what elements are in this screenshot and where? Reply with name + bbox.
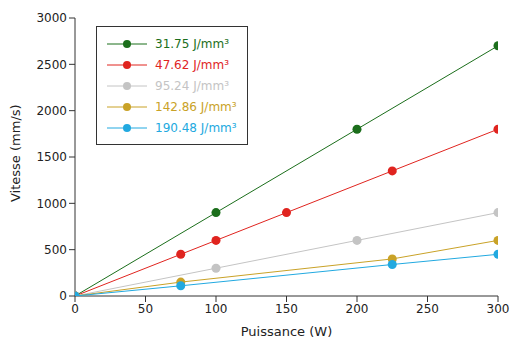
- html-text:95.24 J/mm³: 95.24 J/mm³: [155, 78, 229, 93]
- svg-text:200: 200: [346, 302, 369, 316]
- svg-text:2500: 2500: [36, 58, 67, 72]
- svg-text:0: 0: [59, 289, 67, 303]
- html-text:31.75 J/mm³: 31.75 J/mm³: [155, 36, 229, 51]
- svg-text:Puissance (W): Puissance (W): [241, 324, 333, 339]
- svg-text:50: 50: [138, 302, 153, 316]
- svg-text:300: 300: [487, 302, 510, 316]
- svg-text:0: 0: [71, 302, 79, 316]
- svg-text:Vitesse (mm/s): Vitesse (mm/s): [8, 104, 23, 202]
- svg-text:1500: 1500: [36, 150, 67, 164]
- svg-text:2000: 2000: [36, 104, 67, 118]
- html-text:190.48 J/mm³: 190.48 J/mm³: [155, 120, 237, 135]
- html-text:47.62 J/mm³: 47.62 J/mm³: [155, 57, 229, 72]
- html-text:142.86 J/mm³: 142.86 J/mm³: [155, 99, 237, 114]
- svg-text:1000: 1000: [36, 197, 67, 211]
- svg-text:150: 150: [275, 302, 298, 316]
- svg-text:3000: 3000: [36, 11, 67, 25]
- svg-text:500: 500: [44, 243, 67, 257]
- svg-text:250: 250: [416, 302, 439, 316]
- svg-text:100: 100: [205, 302, 228, 316]
